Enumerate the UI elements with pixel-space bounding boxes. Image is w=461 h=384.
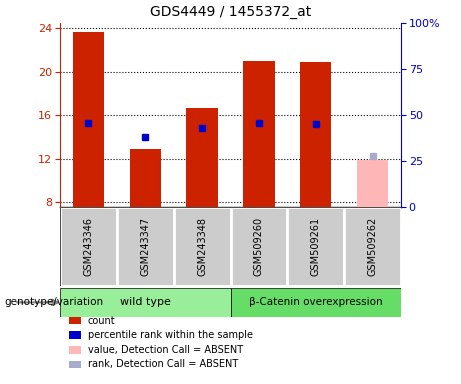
Bar <box>130 149 161 207</box>
Bar <box>60 288 230 317</box>
Text: GSM509262: GSM509262 <box>367 217 378 276</box>
Title: GDS4449 / 1455372_at: GDS4449 / 1455372_at <box>150 5 311 19</box>
Text: GSM243346: GSM243346 <box>83 217 94 276</box>
Text: GSM243347: GSM243347 <box>140 217 150 276</box>
Bar <box>73 32 104 207</box>
Bar <box>230 288 401 317</box>
Bar <box>117 207 174 286</box>
Text: GSM509260: GSM509260 <box>254 217 264 276</box>
Text: count: count <box>88 316 115 326</box>
Bar <box>287 207 344 286</box>
Bar <box>357 160 388 207</box>
Text: GSM509261: GSM509261 <box>311 217 321 276</box>
Text: percentile rank within the sample: percentile rank within the sample <box>88 330 253 340</box>
Text: GSM243348: GSM243348 <box>197 217 207 276</box>
Text: rank, Detection Call = ABSENT: rank, Detection Call = ABSENT <box>88 359 238 369</box>
Text: value, Detection Call = ABSENT: value, Detection Call = ABSENT <box>88 345 242 355</box>
Text: β-Catenin overexpression: β-Catenin overexpression <box>249 297 383 308</box>
Text: wild type: wild type <box>120 297 171 308</box>
Bar <box>300 62 331 207</box>
Bar <box>243 61 275 207</box>
Bar <box>174 207 230 286</box>
Bar <box>344 207 401 286</box>
Bar <box>186 108 218 207</box>
Bar <box>60 207 117 286</box>
Bar <box>230 207 287 286</box>
Text: genotype/variation: genotype/variation <box>5 297 104 307</box>
